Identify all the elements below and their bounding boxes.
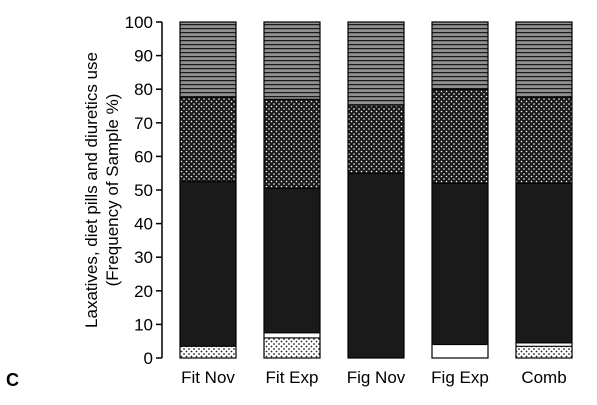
x-tick-label: Fit Exp (266, 368, 319, 387)
bar-segment-fit-nov-black-dots (179, 97, 237, 183)
x-tick-label: Fig Exp (431, 368, 489, 387)
bar-outline-fig-exp (431, 21, 489, 359)
bar-outline-fit-nov (179, 21, 237, 359)
y-tick-label: 90 (134, 47, 153, 66)
bar-segment-fit-exp-light-dots (263, 337, 321, 359)
bar-segment-fig-nov-black-dots (347, 105, 405, 174)
bar-segment-comb-black-dots (515, 97, 573, 184)
bar-segment-fig-nov-horizontal-stripes (347, 21, 405, 107)
bar-segment-fit-nov-horizontal-stripes (179, 21, 237, 99)
bar-segment-fit-exp-horizontal-stripes (263, 21, 321, 100)
y-tick-label: 20 (134, 282, 153, 301)
y-tick-label: 30 (134, 248, 153, 267)
y-tick-label: 50 (134, 181, 153, 200)
y-tick-label: 60 (134, 147, 153, 166)
panel-label: C (6, 370, 19, 390)
bar-segment-fit-exp-black-dots (263, 98, 321, 189)
bar-outline-comb (515, 21, 573, 359)
y-tick-label: 40 (134, 215, 153, 234)
bar-segment-fit-exp-white (263, 332, 321, 339)
bar-segment-fig-exp-solid-black (431, 182, 489, 346)
x-tick-label: Comb (521, 368, 566, 387)
bar-segment-fig-exp-black-dots (431, 88, 489, 184)
bar-segment-fig-exp-horizontal-stripes (431, 21, 489, 90)
bar-segment-fit-nov-light-dots (179, 345, 237, 359)
bar-segment-comb-solid-black (515, 182, 573, 344)
bar-segment-comb-horizontal-stripes (515, 21, 573, 99)
y-tick-label: 10 (134, 315, 153, 334)
bar-segment-fit-nov-solid-black (179, 181, 237, 347)
bar-segment-comb-light-dots (515, 345, 573, 359)
plot-area (179, 21, 573, 359)
bar-outline-fig-nov (347, 21, 405, 359)
y-tick-label: 70 (134, 114, 153, 133)
y-axis-label-line-1: Laxatives, diet pills and diuretics use (82, 52, 101, 328)
bar-outline-fit-exp (263, 21, 321, 359)
x-tick-label: Fig Nov (347, 368, 406, 387)
y-axis-label-line-2: (Frequency of Sample %) (103, 94, 122, 287)
axes: Fit Nov Fit Exp Fig Nov Fig Exp Comb 0 10 20 30 4… (125, 13, 567, 387)
bar-segment-fig-nov-solid-black (347, 172, 405, 359)
y-tick-label: 80 (134, 80, 153, 99)
bar-segment-fit-exp-solid-black (263, 187, 321, 334)
y-tick-label: 0 (144, 349, 153, 368)
x-tick-label: Fit Nov (181, 368, 235, 387)
y-tick-label: 100 (125, 13, 153, 32)
bar-segment-fig-exp-white (431, 344, 489, 359)
bar-segment-comb-white (515, 342, 573, 347)
